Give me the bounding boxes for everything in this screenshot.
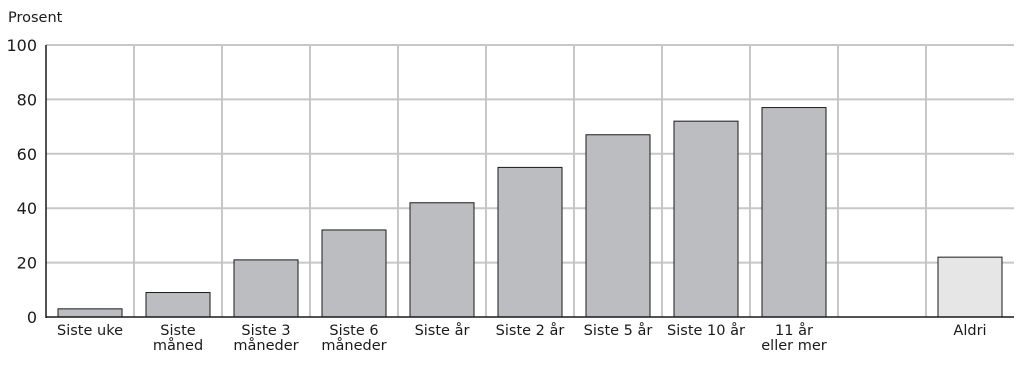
- x-tick-label: Siste år: [415, 322, 470, 339]
- bar: [57, 308, 123, 318]
- y-axis-ticks: 0 20 40 60 80 100: [6, 36, 37, 327]
- x-tick-label: Siste 2 år: [496, 322, 565, 339]
- gridlines: [46, 44, 1014, 317]
- plot-frame: [45, 45, 1014, 318]
- bar: [937, 256, 1003, 318]
- bar: [145, 292, 211, 318]
- bar: [673, 120, 739, 318]
- x-tick-label: Aldri: [953, 323, 986, 339]
- bars: [57, 107, 1003, 318]
- y-tick-label: 100: [6, 36, 37, 55]
- bar: [321, 229, 387, 318]
- x-tick-label: Siste 3: [241, 323, 290, 339]
- bar: [409, 202, 475, 318]
- x-tick-label: eller mer: [761, 338, 827, 354]
- x-tick-label: Siste 10 år: [667, 322, 745, 339]
- x-tick-label: Siste 6: [329, 323, 378, 339]
- x-tick-label: Siste: [160, 323, 195, 339]
- x-tick-label: måneder: [233, 337, 298, 354]
- y-tick-label: 60: [17, 145, 37, 164]
- y-tick-label: 0: [27, 308, 37, 327]
- bar: [497, 166, 563, 318]
- bar: [585, 134, 651, 318]
- y-tick-label: 80: [17, 90, 37, 109]
- x-tick-label: Siste uke: [57, 323, 123, 339]
- bar: [233, 259, 299, 318]
- x-tick-label: måned: [153, 337, 203, 354]
- x-tick-label: måneder: [321, 337, 386, 354]
- y-tick-label: 40: [17, 199, 37, 218]
- bar: [761, 107, 827, 318]
- y-axis-label: Prosent: [8, 10, 63, 26]
- x-tick-label: Siste 5 år: [584, 322, 653, 339]
- x-tick-label: 11 år: [775, 322, 813, 339]
- y-tick-label: 20: [17, 254, 37, 273]
